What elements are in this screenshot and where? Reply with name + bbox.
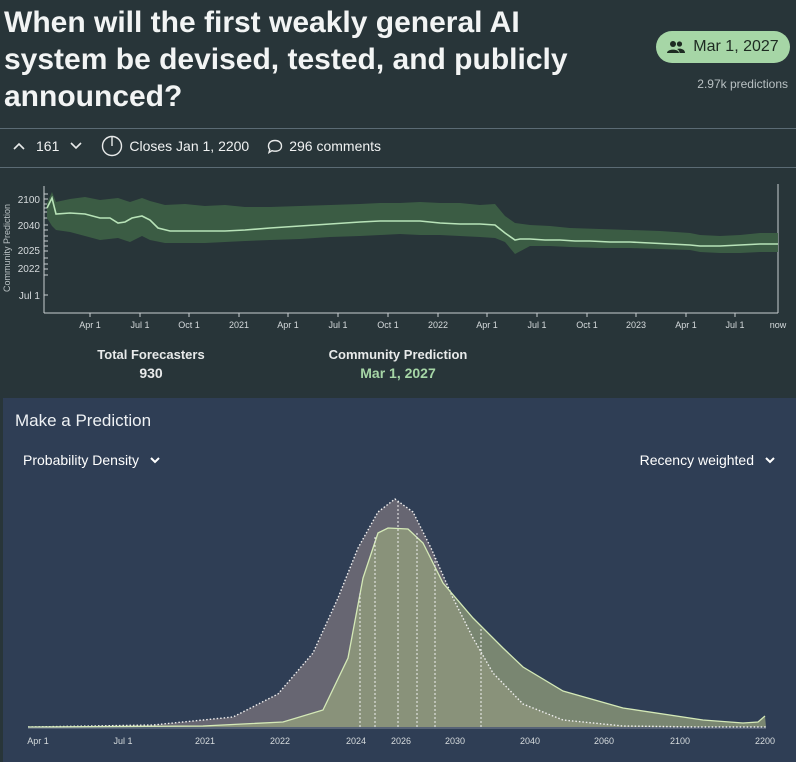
chevron-down-icon	[150, 457, 160, 464]
close-date-label: Closes Jan 1, 2200	[129, 138, 250, 154]
x-tick: Jul 1	[113, 736, 132, 746]
timeline-x-ticks: Apr 1 Jul 1 Oct 1 2021 Apr 1 Jul 1 Oct 1…	[79, 320, 787, 330]
total-forecasters-stat: Total Forecasters 930	[90, 347, 212, 381]
community-prediction-stat: Community Prediction Mar 1, 2027	[318, 347, 478, 381]
x-tick: Jul 1	[527, 320, 546, 330]
question-meta-bar: 161 Closes Jan 1, 2200 296 comments	[12, 134, 399, 158]
upvote-icon[interactable]	[12, 141, 26, 151]
probability-density-chart[interactable]: Apr 1 Jul 1 2021 2022 2024 2026 2030 204…	[3, 488, 796, 762]
x-tick: Oct 1	[576, 320, 598, 330]
my-distribution-area	[28, 528, 766, 727]
x-tick: 2030	[445, 736, 465, 746]
x-tick: 2060	[594, 736, 614, 746]
x-tick: 2023	[626, 320, 646, 330]
my-distribution-outline	[27, 527, 766, 728]
close-date: Closes Jan 1, 2200	[101, 135, 249, 157]
make-prediction-title: Make a Prediction	[15, 411, 152, 430]
y-tick-2025: 2025	[18, 246, 41, 257]
timeline-y-axis-label: Community Prediction	[2, 204, 12, 292]
timeline-y-ticks: 2100 2040 2025 2022 Jul 1	[18, 195, 41, 302]
question-title: When will the first weakly general AI sy…	[4, 6, 568, 113]
timeline-median-line	[46, 195, 778, 247]
comment-icon	[268, 139, 283, 154]
x-tick: 2100	[670, 736, 690, 746]
header-divider	[0, 128, 796, 129]
x-tick: 2022	[428, 320, 448, 330]
x-tick: Jul 1	[130, 320, 149, 330]
vote-control: 161	[12, 138, 83, 154]
comments-link[interactable]: 296 comments	[267, 138, 381, 154]
x-tick: now	[770, 320, 787, 330]
vote-count: 161	[36, 138, 60, 154]
clock-icon	[102, 135, 123, 157]
x-tick: 2024	[346, 736, 366, 746]
x-tick: 2021	[229, 320, 249, 330]
total-forecasters-label: Total Forecasters	[97, 347, 205, 362]
y-tick-2100: 2100	[18, 195, 41, 206]
community-prediction-value: Mar 1, 2027	[360, 365, 436, 381]
predictions-count: 2.97k predictions	[697, 77, 788, 91]
density-type-label: Probability Density	[23, 452, 139, 468]
x-tick: 2021	[195, 736, 215, 746]
community-prediction-label: Community Prediction	[328, 347, 468, 362]
x-tick: Jul 1	[328, 320, 347, 330]
x-tick: 2022	[270, 736, 290, 746]
x-tick: Jul 1	[725, 320, 744, 330]
total-forecasters-value: 930	[139, 365, 163, 381]
density-type-dropdown[interactable]: Probability Density	[23, 452, 161, 468]
y-tick-2022: 2022	[18, 264, 41, 275]
x-tick: Oct 1	[178, 320, 200, 330]
x-tick: 2040	[520, 736, 540, 746]
chevron-down-icon	[765, 457, 775, 464]
x-tick: Oct 1	[377, 320, 399, 330]
downvote-icon[interactable]	[69, 141, 83, 151]
community-distribution-outline	[27, 498, 766, 728]
make-prediction-panel: Make a Prediction Probability Density Re…	[3, 398, 796, 762]
y-tick-2040: 2040	[18, 221, 41, 232]
weighting-label: Recency weighted	[639, 452, 754, 468]
community-prediction-badge-label: Mar 1, 2027	[693, 38, 779, 55]
community-prediction-badge[interactable]: Mar 1, 2027	[656, 31, 790, 63]
x-tick: Apr 1	[79, 320, 101, 330]
weighting-dropdown[interactable]: Recency weighted	[640, 452, 776, 468]
x-tick: 2200	[755, 736, 775, 746]
people-icon	[667, 41, 686, 53]
x-tick: Apr 1	[476, 320, 498, 330]
comments-count: 296 comments	[289, 138, 382, 154]
community-prediction-timeline-chart[interactable]: Community Prediction 2100 2040 2025 2022…	[0, 178, 796, 338]
x-tick: Apr 1	[277, 320, 299, 330]
y-tick-jul1: Jul 1	[19, 291, 41, 302]
x-tick: Apr 1	[675, 320, 697, 330]
x-tick: 2026	[391, 736, 411, 746]
density-x-ticks: Apr 1 Jul 1 2021 2022 2024 2026 2030 204…	[27, 736, 775, 746]
timeline-confidence-band	[47, 192, 778, 254]
timeline-x-tick-marks	[89, 313, 736, 317]
quartile-markers	[359, 500, 482, 727]
meta-divider	[0, 167, 796, 168]
x-tick: Apr 1	[27, 736, 49, 746]
